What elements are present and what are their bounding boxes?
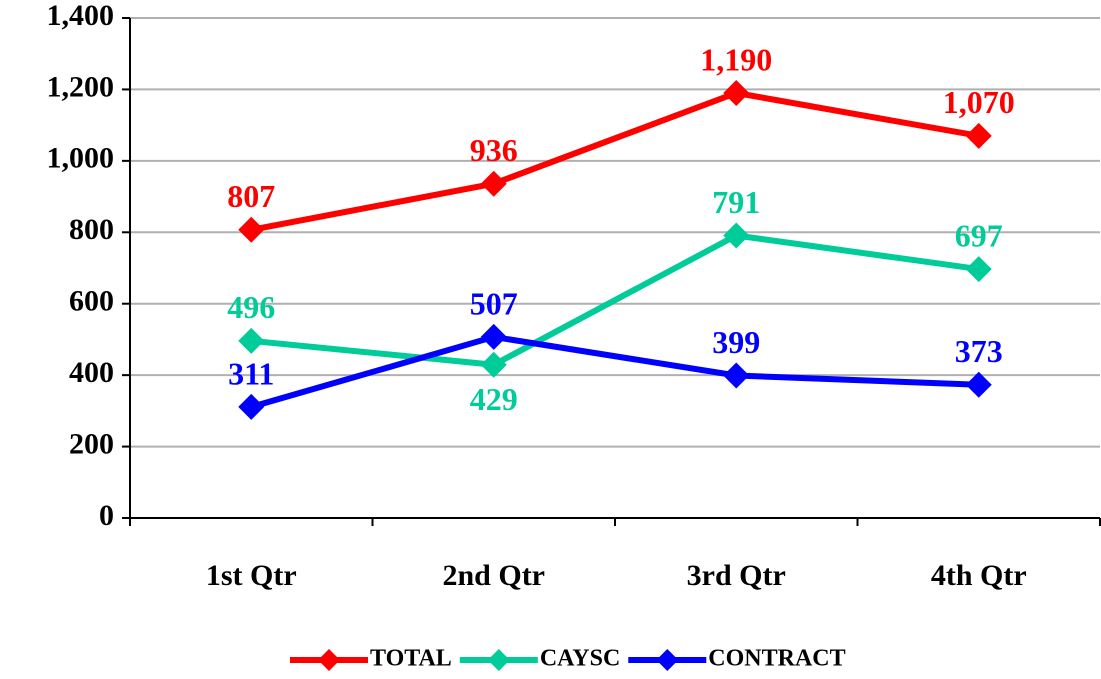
y-tick-label: 200 [69,427,114,460]
marker [965,256,992,283]
legend-marker [318,649,340,671]
marker [723,222,750,249]
marker [480,170,507,197]
y-tick-label: 1,400 [47,0,115,32]
marker [480,351,507,378]
legend-label: CONTRACT [708,646,845,672]
legend-marker [656,649,679,671]
legend-label: TOTAL [370,646,452,672]
x-tick-label: 4th Qtr [931,559,1027,592]
data-label: 399 [712,324,760,360]
series-line [250,232,980,368]
y-tick-label: 1,200 [47,70,115,103]
y-tick-label: 400 [69,356,114,389]
marker [480,323,507,350]
marker [965,371,992,398]
x-tick-label: 3rd Qtr [687,559,786,592]
data-label: 311 [228,355,274,391]
data-label: 507 [470,285,518,321]
y-tick-label: 800 [69,213,114,246]
legend-marker [487,649,510,671]
data-label: 936 [470,132,518,168]
x-tick-label: 1st Qtr [206,559,297,592]
y-tick-label: 1,000 [47,142,115,175]
data-label: 1,190 [700,41,772,77]
data-label: 496 [227,289,275,325]
data-label: 697 [955,217,1003,253]
data-label: 807 [227,178,275,214]
series-line [250,333,979,410]
marker [238,393,265,420]
x-tick-label: 2nd Qtr [442,559,545,592]
data-label: 373 [955,333,1003,369]
marker [723,80,750,106]
data-label: 1,070 [943,84,1015,120]
data-label: 429 [470,381,518,417]
marker [965,122,992,149]
marker [723,362,750,389]
y-tick-label: 600 [69,285,114,318]
data-label: 791 [712,184,760,220]
legend-label: CAYSC [540,646,620,672]
y-tick-label: 0 [99,499,114,532]
marker [238,216,265,243]
marker [238,327,265,354]
series-line [250,89,980,233]
